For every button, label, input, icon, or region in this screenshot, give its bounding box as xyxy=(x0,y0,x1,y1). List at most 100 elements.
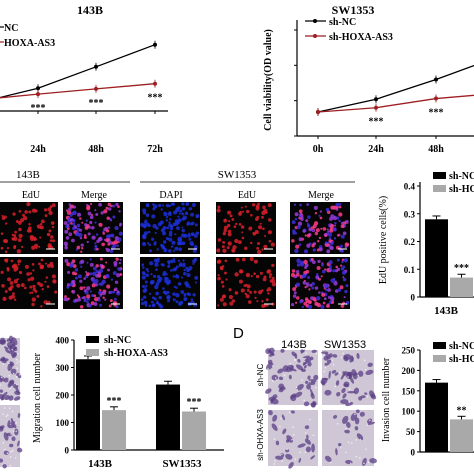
nucleus xyxy=(311,286,315,290)
pore xyxy=(292,434,295,436)
nucleus xyxy=(181,212,185,216)
x-tick-label: 24h xyxy=(368,144,384,155)
nucleus xyxy=(246,284,251,289)
nucleus xyxy=(10,285,14,289)
pore xyxy=(0,376,3,379)
nucleus xyxy=(335,206,339,209)
nucleus xyxy=(292,294,297,298)
nucleus xyxy=(66,210,72,215)
pore xyxy=(355,455,358,458)
nucleus xyxy=(231,249,235,253)
nucleus xyxy=(251,203,256,207)
nucleus xyxy=(165,216,169,219)
nucleus xyxy=(90,213,93,216)
pore xyxy=(6,414,9,416)
nucleus xyxy=(304,266,308,270)
series-line xyxy=(0,44,156,99)
nucleus xyxy=(177,282,182,286)
nucleus xyxy=(181,241,186,246)
nucleus xyxy=(336,234,340,237)
nucleus xyxy=(187,268,191,272)
nucleus xyxy=(24,286,27,290)
nucleus xyxy=(325,241,328,244)
nucleus xyxy=(83,286,86,289)
stained-cell xyxy=(285,453,293,460)
stained-cell xyxy=(340,399,349,404)
nucleus xyxy=(191,202,196,208)
nucleus xyxy=(0,246,4,250)
nucleus xyxy=(79,236,83,240)
pore xyxy=(301,379,303,381)
panel-a-right-y-label: Cell viability(OD value) xyxy=(263,29,274,131)
stained-cell xyxy=(369,458,377,464)
nucleus xyxy=(94,209,97,212)
nucleus xyxy=(67,227,70,231)
nucleus xyxy=(317,240,320,243)
nucleus xyxy=(162,287,165,290)
pore xyxy=(15,383,18,386)
nucleus xyxy=(311,281,315,286)
nucleus xyxy=(49,205,53,209)
nucleus xyxy=(240,206,243,209)
pore xyxy=(15,421,18,424)
nucleus xyxy=(344,289,348,294)
legend-label-nc: sh-NC xyxy=(104,335,131,346)
pore xyxy=(299,451,301,454)
bar-sh-nc xyxy=(425,219,448,297)
nucleus xyxy=(166,226,170,230)
nucleus xyxy=(266,269,271,274)
nucleus xyxy=(271,276,275,280)
pore xyxy=(303,360,306,363)
nucleus xyxy=(325,208,330,212)
panel-a-left: 143B 24h 48h 72h *** *** *** NC HOXA-AS3 xyxy=(0,3,168,155)
nucleus xyxy=(13,236,18,241)
nucleus xyxy=(178,263,183,268)
stained-cell xyxy=(324,455,332,462)
nucleus xyxy=(238,279,243,284)
stained-cell xyxy=(310,455,316,460)
nucleus xyxy=(320,227,323,230)
stained-cell xyxy=(10,418,14,423)
nucleus xyxy=(115,202,119,207)
nucleus xyxy=(27,278,31,282)
nucleus xyxy=(331,301,335,304)
nucleus xyxy=(13,268,18,272)
nucleus xyxy=(296,263,301,267)
significance-marker: *** xyxy=(429,108,444,119)
nucleus xyxy=(174,267,178,271)
nucleus xyxy=(54,290,58,294)
stained-cell xyxy=(278,383,285,390)
nucleus xyxy=(291,269,296,273)
pore xyxy=(363,462,365,465)
nucleus xyxy=(194,223,198,227)
nucleus xyxy=(72,222,76,226)
nucleus xyxy=(192,248,197,253)
nucleus xyxy=(140,298,144,302)
nucleus xyxy=(244,205,247,208)
nucleus xyxy=(86,294,91,299)
pore xyxy=(332,363,335,366)
nucleus xyxy=(40,219,45,224)
nucleus xyxy=(177,259,180,262)
nucleus xyxy=(11,237,15,241)
nucleus xyxy=(290,302,295,307)
nucleus xyxy=(114,226,119,231)
nucleus xyxy=(166,294,171,300)
nucleus xyxy=(293,291,297,295)
nucleus xyxy=(77,274,82,279)
pore xyxy=(15,358,18,361)
nucleus xyxy=(223,225,228,230)
stained-cell xyxy=(15,387,20,394)
nucleus xyxy=(46,285,50,289)
nucleus xyxy=(21,245,24,249)
pore xyxy=(309,418,311,421)
pore xyxy=(324,367,327,369)
nucleus xyxy=(92,271,97,276)
stained-cell xyxy=(298,458,302,463)
nucleus xyxy=(235,257,240,262)
stained-cell xyxy=(350,412,358,421)
stained-cell xyxy=(351,356,354,362)
nucleus xyxy=(99,257,103,261)
nucleus xyxy=(70,222,73,225)
nucleus xyxy=(332,269,336,273)
